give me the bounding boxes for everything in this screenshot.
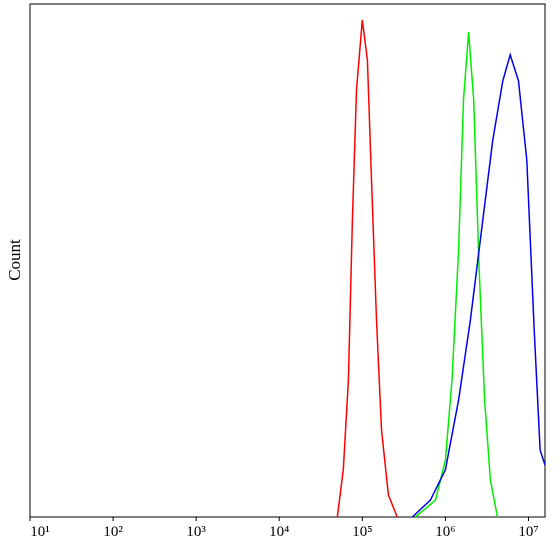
y-axis-label: Count [5, 239, 24, 281]
x-tick-label: 10⁷ [518, 524, 538, 540]
x-tick-label: 10¹ [30, 524, 50, 540]
x-tick-label: 10⁴ [269, 524, 289, 540]
plot-frame [29, 3, 546, 518]
x-tick-label: 10² [103, 524, 123, 540]
x-tick-label: 10³ [186, 524, 206, 540]
x-tick-label: 10⁶ [435, 524, 455, 540]
histogram-line [336, 19, 398, 518]
histogram-line [411, 52, 546, 518]
x-tick-label: 10⁵ [352, 524, 372, 540]
histogram-line [415, 32, 499, 518]
